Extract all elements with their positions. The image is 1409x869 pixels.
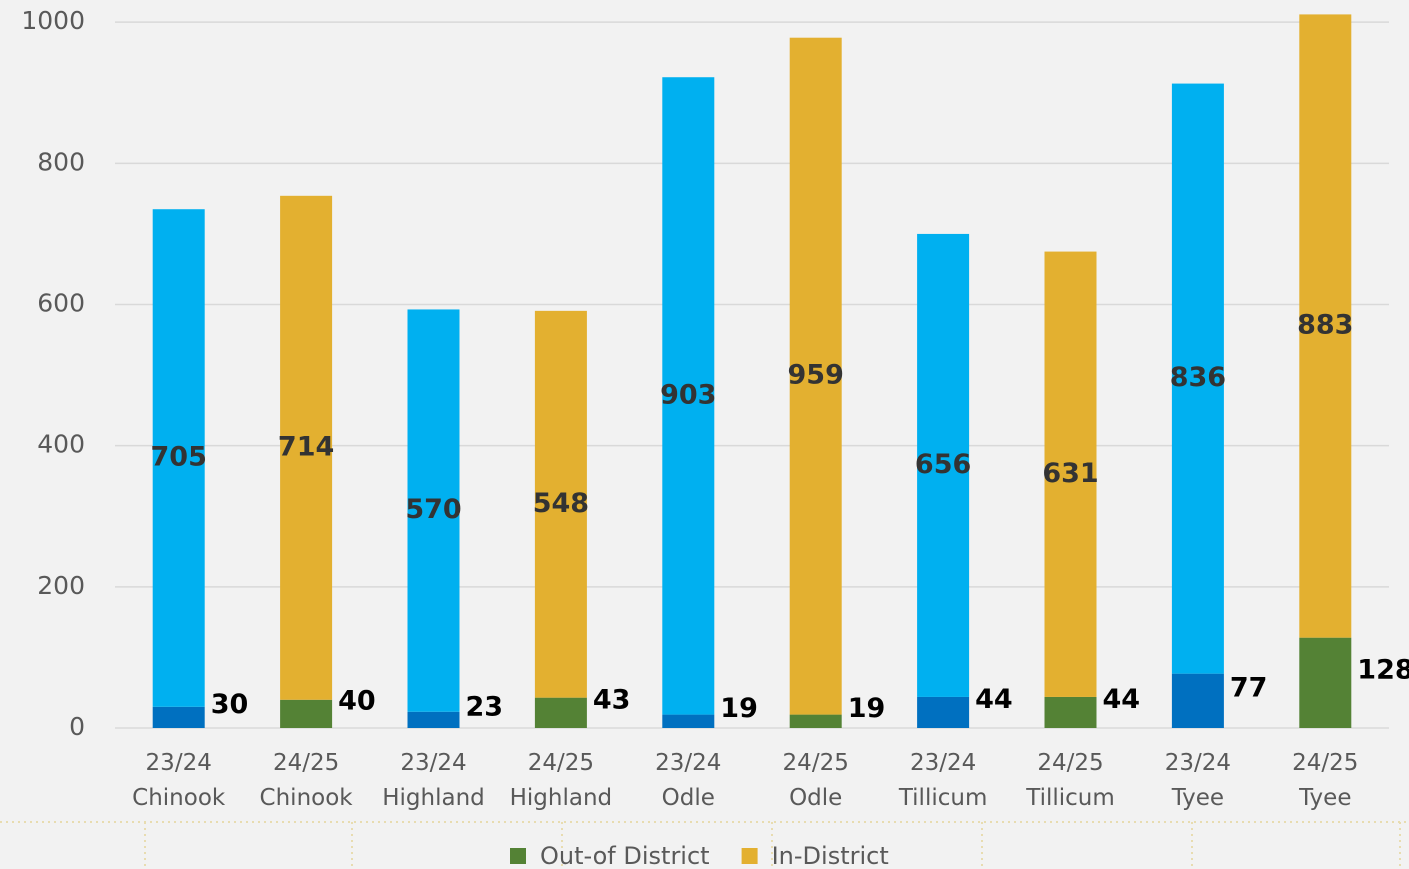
data-label: 44 — [975, 684, 1013, 715]
x-tick-line: 23/24 — [910, 750, 976, 776]
x-tick-label: 24/25 Odle — [783, 750, 849, 811]
bar-segment — [407, 711, 460, 728]
x-tick-line: 23/24 — [146, 750, 212, 776]
bar-segment — [152, 209, 205, 707]
data-label: 959 — [788, 360, 844, 391]
data-label: 40 — [338, 685, 376, 716]
data-label: 128 — [1357, 654, 1409, 685]
data-label: 714 — [278, 431, 334, 462]
data-label: 883 — [1297, 310, 1353, 341]
x-tick-line: 24/25 — [528, 750, 594, 776]
x-tick-line: 23/24 — [1165, 750, 1231, 776]
x-tick-line: Tillicum — [1025, 785, 1115, 811]
bar-segment — [407, 309, 460, 712]
y-tick-label: 0 — [69, 712, 85, 741]
x-tick-label: 24/25 Highland — [510, 750, 613, 811]
x-tick-line: Highland — [382, 785, 485, 811]
y-tick-label: 200 — [37, 571, 85, 600]
bar-segment — [662, 77, 715, 715]
bar-segment — [1044, 696, 1097, 728]
x-tick-line: Chinook — [260, 785, 354, 811]
bar-segment — [917, 696, 970, 728]
data-label: 44 — [1103, 684, 1141, 715]
x-tick-label: 24/25 Tyee — [1292, 750, 1358, 811]
y-tick-label: 800 — [37, 147, 85, 176]
x-tick-line: 24/25 — [1037, 750, 1103, 776]
x-tick-label: 23/24 Chinook — [132, 750, 226, 811]
legend-swatch — [741, 848, 758, 864]
data-label: 836 — [1170, 362, 1226, 393]
x-tick-line: Tyee — [1298, 785, 1351, 811]
data-label: 77 — [1230, 672, 1268, 703]
bar-segment — [662, 714, 715, 728]
data-label: 903 — [660, 379, 716, 410]
y-tick-label: 600 — [37, 289, 85, 318]
x-tick-line: 24/25 — [783, 750, 849, 776]
bar-segment — [280, 699, 333, 728]
data-label: 43 — [593, 684, 631, 715]
bar-segment — [1044, 251, 1097, 697]
data-label: 631 — [1042, 458, 1098, 489]
x-tick-label: 23/24 Odle — [655, 750, 721, 811]
bar-segment — [789, 714, 842, 728]
x-tick-line: 23/24 — [655, 750, 721, 776]
data-label: 23 — [466, 691, 504, 722]
bar-segment — [152, 706, 205, 728]
legend-label: In-District — [772, 842, 889, 869]
bar-segment — [1299, 637, 1352, 728]
data-label: 30 — [211, 689, 249, 720]
bar-segment — [789, 37, 842, 715]
bar-segment — [917, 233, 970, 697]
bar-segment — [534, 697, 587, 728]
x-tick-line: Odle — [662, 785, 715, 811]
x-tick-line: 23/24 — [400, 750, 466, 776]
x-tick-line: Odle — [789, 785, 842, 811]
x-tick-label: 23/24 Tillicum — [898, 750, 988, 811]
x-tick-label: 24/25 Tillicum — [1025, 750, 1115, 811]
data-label: 548 — [533, 488, 589, 519]
legend-label: Out-of District — [540, 842, 710, 869]
x-tick-line: Tillicum — [898, 785, 988, 811]
x-tick-line: Tyee — [1171, 785, 1224, 811]
legend-swatch — [510, 848, 526, 864]
x-tick-line: Highland — [510, 785, 613, 811]
data-label: 19 — [720, 693, 758, 724]
y-tick-label: 1000 — [21, 6, 85, 35]
bar-segment — [1171, 673, 1224, 728]
x-tick-label: 23/24 Highland — [382, 750, 485, 811]
data-label: 705 — [151, 442, 207, 473]
y-tick-label: 400 — [37, 430, 85, 459]
data-label: 19 — [848, 693, 886, 724]
decoration — [0, 821, 1409, 869]
bar-segment — [1299, 14, 1352, 638]
x-tick-label: 24/25 Chinook — [260, 750, 354, 811]
bar-segment — [1171, 83, 1224, 674]
bar-segment — [280, 195, 333, 700]
x-tick-line: 24/25 — [1292, 750, 1358, 776]
bar-segment — [534, 310, 587, 698]
x-tick-label: 23/24 Tyee — [1165, 750, 1231, 811]
data-label: 656 — [915, 449, 971, 480]
data-label: 570 — [405, 494, 461, 525]
x-tick-line: Chinook — [132, 785, 226, 811]
x-tick-line: 24/25 — [273, 750, 339, 776]
